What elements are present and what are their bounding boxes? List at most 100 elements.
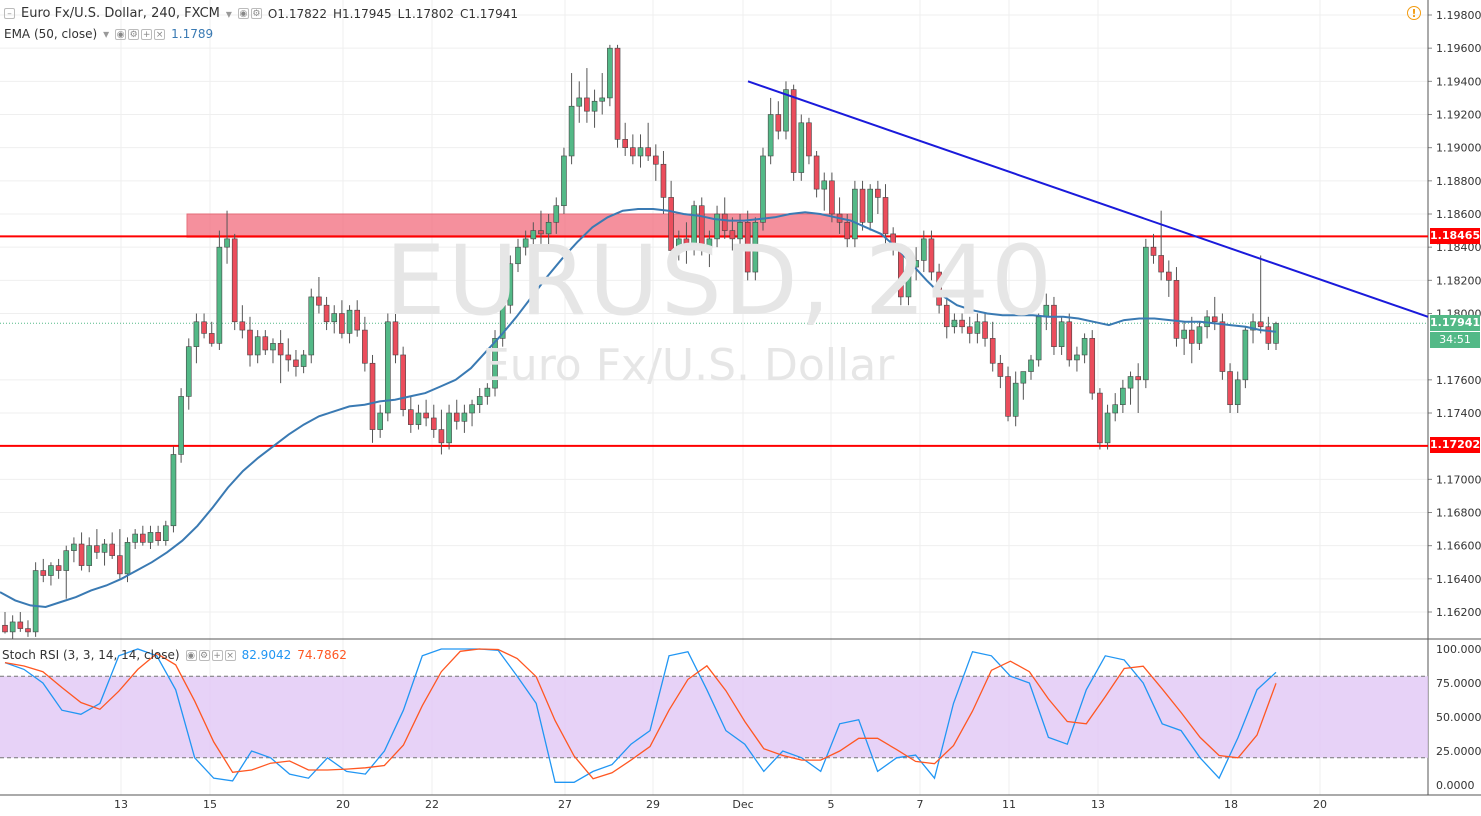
candle xyxy=(1166,271,1172,281)
candle xyxy=(1273,323,1279,344)
candle xyxy=(1234,379,1241,406)
candle xyxy=(1219,321,1226,372)
candle xyxy=(951,319,958,328)
candle xyxy=(1081,338,1088,356)
chevron-down-icon[interactable]: ▾ xyxy=(103,27,110,41)
eye-icon[interactable]: ◉ xyxy=(115,28,127,40)
candle xyxy=(890,233,896,248)
candle xyxy=(63,550,70,571)
settings-icon[interactable]: ⚙ xyxy=(250,8,262,19)
candle xyxy=(1035,316,1042,361)
candle xyxy=(943,304,950,328)
candle xyxy=(132,533,138,543)
price-axis-label: 1.16800 xyxy=(1436,507,1481,520)
price-axis-label: 1.19200 xyxy=(1436,109,1481,122)
candle xyxy=(262,336,269,351)
time-axis-label: 20 xyxy=(336,798,350,811)
stoch-controls[interactable]: ◉ ⚙ + × xyxy=(185,649,236,661)
time-axis-label: 18 xyxy=(1224,798,1238,811)
candle xyxy=(423,412,429,419)
candle xyxy=(155,532,161,541)
stoch-d-line[interactable] xyxy=(4,648,1277,780)
candle xyxy=(170,454,177,527)
candle xyxy=(790,89,797,173)
candle xyxy=(446,412,452,444)
settings-icon[interactable]: ⚙ xyxy=(128,28,140,40)
eye-icon[interactable]: ◉ xyxy=(185,649,197,661)
candle xyxy=(1188,329,1195,344)
candle xyxy=(1074,354,1080,361)
stoch-legend: Stoch RSI (3, 3, 14, 14, close) ◉ ⚙ + × 82.… xyxy=(2,648,347,662)
time-axis-label: Dec xyxy=(732,798,753,811)
candle xyxy=(867,188,873,223)
candle xyxy=(323,304,330,323)
symbol-label[interactable]: Euro Fx/U.S. Dollar, 240, FXCM xyxy=(21,6,220,21)
candle xyxy=(691,205,697,248)
time-axis-label: 20 xyxy=(1313,798,1327,811)
candle xyxy=(614,47,621,140)
candle xyxy=(813,155,820,190)
candle xyxy=(438,429,445,444)
candle xyxy=(1227,371,1233,406)
time-axis-label: 29 xyxy=(646,798,660,811)
candle xyxy=(568,105,575,157)
price-axis-label: 1.17000 xyxy=(1436,473,1481,486)
candle xyxy=(461,412,468,422)
candle xyxy=(584,97,590,112)
candle xyxy=(270,343,276,351)
stoch-axis-label: 0.0000 xyxy=(1436,779,1475,792)
alert-icon[interactable]: ! xyxy=(1407,6,1421,20)
candle xyxy=(1012,382,1019,417)
candle xyxy=(48,565,54,576)
candle xyxy=(920,238,927,261)
candle xyxy=(660,163,667,198)
trend-line[interactable] xyxy=(747,80,1429,318)
candle xyxy=(1250,321,1256,331)
ema-line[interactable] xyxy=(0,208,1277,609)
time-axis-label: 5 xyxy=(828,798,835,811)
candle xyxy=(530,230,537,240)
close-icon[interactable]: × xyxy=(154,28,166,40)
ema-label[interactable]: EMA (50, close) xyxy=(4,27,98,41)
candle xyxy=(362,329,368,364)
candle xyxy=(675,238,682,251)
current-price-tag: 1.17941 xyxy=(1430,315,1481,331)
candle xyxy=(515,246,521,265)
ema-legend: EMA (50, close) ▾ ◉ ⚙ + × 1.1789 xyxy=(4,27,213,41)
candle xyxy=(469,404,475,414)
collapse-icon[interactable]: – xyxy=(4,8,15,19)
price-axis-label: 1.19400 xyxy=(1436,75,1481,88)
candle xyxy=(706,238,713,248)
ema-controls[interactable]: ◉ ⚙ + × xyxy=(115,28,166,40)
settings-icon[interactable]: ⚙ xyxy=(198,649,210,661)
price-axis-label: 1.18800 xyxy=(1436,175,1481,188)
candle xyxy=(729,230,736,240)
stoch-axis-label: 25.0000 xyxy=(1436,745,1481,758)
candle xyxy=(1158,255,1164,273)
candle xyxy=(185,346,192,397)
candle xyxy=(277,343,284,356)
stoch-label[interactable]: Stoch RSI (3, 3, 14, 14, close) xyxy=(2,648,180,662)
price-axis-label: 1.17600 xyxy=(1436,374,1481,387)
add-icon[interactable]: + xyxy=(211,649,223,661)
candle xyxy=(32,570,39,633)
candle xyxy=(492,338,498,389)
legend-controls[interactable]: ◉ ⚙ xyxy=(237,8,262,19)
add-icon[interactable]: + xyxy=(141,28,153,40)
candle xyxy=(798,122,805,173)
candle xyxy=(147,532,154,543)
candle xyxy=(162,525,169,541)
candle xyxy=(553,205,560,223)
time-axis-label: 22 xyxy=(425,798,439,811)
candle xyxy=(974,321,981,334)
candle xyxy=(40,570,47,576)
stoch-k-line[interactable] xyxy=(4,648,1277,783)
chevron-down-icon[interactable]: ▾ xyxy=(225,6,232,21)
eye-icon[interactable]: ◉ xyxy=(237,8,249,19)
candle xyxy=(997,362,1004,377)
symbol-legend: – Euro Fx/U.S. Dollar, 240, FXCM ▾ ◉ ⚙ O1… xyxy=(4,6,518,21)
ohlc-open: O1.17822 xyxy=(267,6,327,21)
close-icon[interactable]: × xyxy=(224,649,236,661)
candle xyxy=(499,304,506,339)
